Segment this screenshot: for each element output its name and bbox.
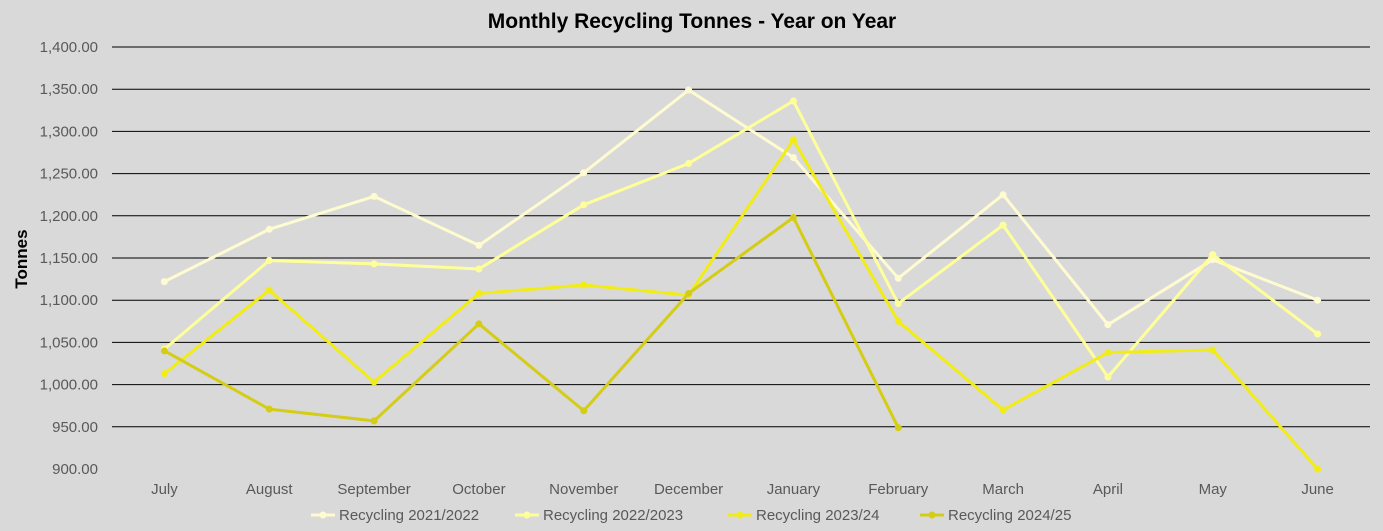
legend: Recycling 2021/2022 Recycling 2022/2023 Re… [311, 507, 1071, 524]
data-point [580, 201, 588, 209]
data-point [370, 417, 378, 425]
data-point [1104, 373, 1112, 381]
data-point [894, 424, 902, 432]
data-point [265, 257, 273, 265]
data-point [370, 378, 378, 386]
x-tick-label: February [868, 481, 929, 498]
series-lines [160, 86, 1322, 473]
legend-marker [736, 511, 744, 519]
y-tick-label: 1,000.00 [40, 377, 98, 394]
series-line [163, 99, 1319, 379]
x-tick-label: July [151, 481, 178, 498]
y-tick-label: 1,150.00 [40, 250, 98, 267]
x-tick-label: September [337, 481, 410, 498]
x-tick-label: January [767, 481, 821, 498]
x-tick-label: November [549, 481, 618, 498]
y-tick-label: 1,250.00 [40, 166, 98, 183]
data-point [160, 347, 168, 355]
data-point [789, 136, 797, 144]
legend-marker [523, 511, 531, 519]
data-point [894, 300, 902, 308]
data-point [475, 320, 483, 328]
data-point [475, 265, 483, 273]
chart-title: Monthly Recycling Tonnes - Year on Year [488, 10, 896, 33]
y-tick-label: 950.00 [52, 419, 98, 436]
data-point [685, 86, 693, 94]
legend-label: Recycling 2024/25 [948, 507, 1071, 524]
data-point [999, 221, 1007, 229]
y-tick-label: 1,100.00 [40, 292, 98, 309]
data-point [894, 317, 902, 325]
x-tick-label: December [654, 481, 723, 498]
data-point [1104, 349, 1112, 357]
y-tick-label: 900.00 [52, 461, 98, 478]
data-point [265, 405, 273, 413]
x-tick-label: August [246, 481, 294, 498]
data-point [1209, 346, 1217, 354]
data-point [1314, 330, 1322, 338]
y-tick-label: 1,400.00 [40, 39, 98, 56]
y-axis-label: Tonnes [12, 229, 31, 288]
data-point [1314, 296, 1322, 304]
data-point [475, 241, 483, 249]
data-point [370, 192, 378, 200]
data-point [160, 370, 168, 378]
data-point [160, 278, 168, 286]
legend-marker [928, 511, 936, 519]
data-point [580, 169, 588, 177]
data-point [789, 154, 797, 162]
data-point [580, 407, 588, 415]
x-tick-label: May [1199, 481, 1228, 498]
data-point [265, 286, 273, 294]
data-point [894, 274, 902, 282]
legend-label: Recycling 2021/2022 [339, 507, 479, 524]
x-tick-label: April [1093, 481, 1123, 498]
series-line [163, 215, 900, 429]
y-tick-label: 1,050.00 [40, 334, 98, 351]
data-point [265, 225, 273, 233]
data-point [685, 159, 693, 167]
y-axis-ticks: 900.00 950.00 1,000.00 1,050.00 1,100.00 1,15… [40, 39, 98, 478]
series-line [163, 138, 1319, 470]
data-point [685, 289, 693, 297]
series-line [163, 88, 1319, 327]
data-point [475, 289, 483, 297]
legend-label: Recycling 2022/2023 [543, 507, 683, 524]
x-tick-label: June [1301, 481, 1334, 498]
x-tick-label: March [982, 481, 1024, 498]
x-axis-ticks: July August September October November Decemb… [151, 481, 1334, 498]
legend-label: Recycling 2023/24 [756, 507, 879, 524]
data-point [999, 191, 1007, 199]
data-point [1209, 251, 1217, 259]
data-point [1314, 465, 1322, 473]
x-tick-label: October [452, 481, 505, 498]
legend-marker [319, 511, 327, 519]
data-point [999, 406, 1007, 414]
data-point [580, 281, 588, 289]
y-tick-label: 1,200.00 [40, 208, 98, 225]
data-point [789, 97, 797, 105]
gridlines [112, 46, 1370, 428]
y-tick-label: 1,300.00 [40, 123, 98, 140]
data-point [370, 260, 378, 268]
data-point [1104, 321, 1112, 329]
y-tick-label: 1,350.00 [40, 81, 98, 98]
data-point [789, 213, 797, 221]
